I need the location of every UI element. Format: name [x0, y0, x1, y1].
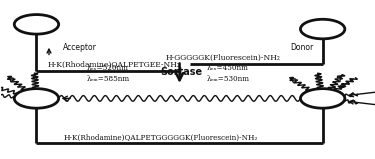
Text: H-K(Rhodamine)QALPETGEE-NH₂: H-K(Rhodamine)QALPETGEE-NH₂ [47, 60, 180, 69]
Text: λₑₘ=530nm: λₑₘ=530nm [206, 75, 249, 83]
Text: λₑₓ=450nm: λₑₓ=450nm [206, 64, 248, 72]
Text: λₑₘ=585nm: λₑₘ=585nm [87, 75, 130, 83]
Text: λₑₓ=520nm: λₑₓ=520nm [87, 64, 128, 72]
Text: Sortase: Sortase [160, 67, 202, 77]
Text: Acceptor: Acceptor [63, 43, 97, 52]
Text: H-K(Rhodamine)QALPETGGGGGK(Fluorescein)-NH₂: H-K(Rhodamine)QALPETGGGGGK(Fluorescein)-… [63, 134, 258, 142]
Text: H-GGGGGK(Fluorescein)-NH₂: H-GGGGGK(Fluorescein)-NH₂ [165, 54, 280, 62]
Text: Donor: Donor [291, 43, 314, 52]
